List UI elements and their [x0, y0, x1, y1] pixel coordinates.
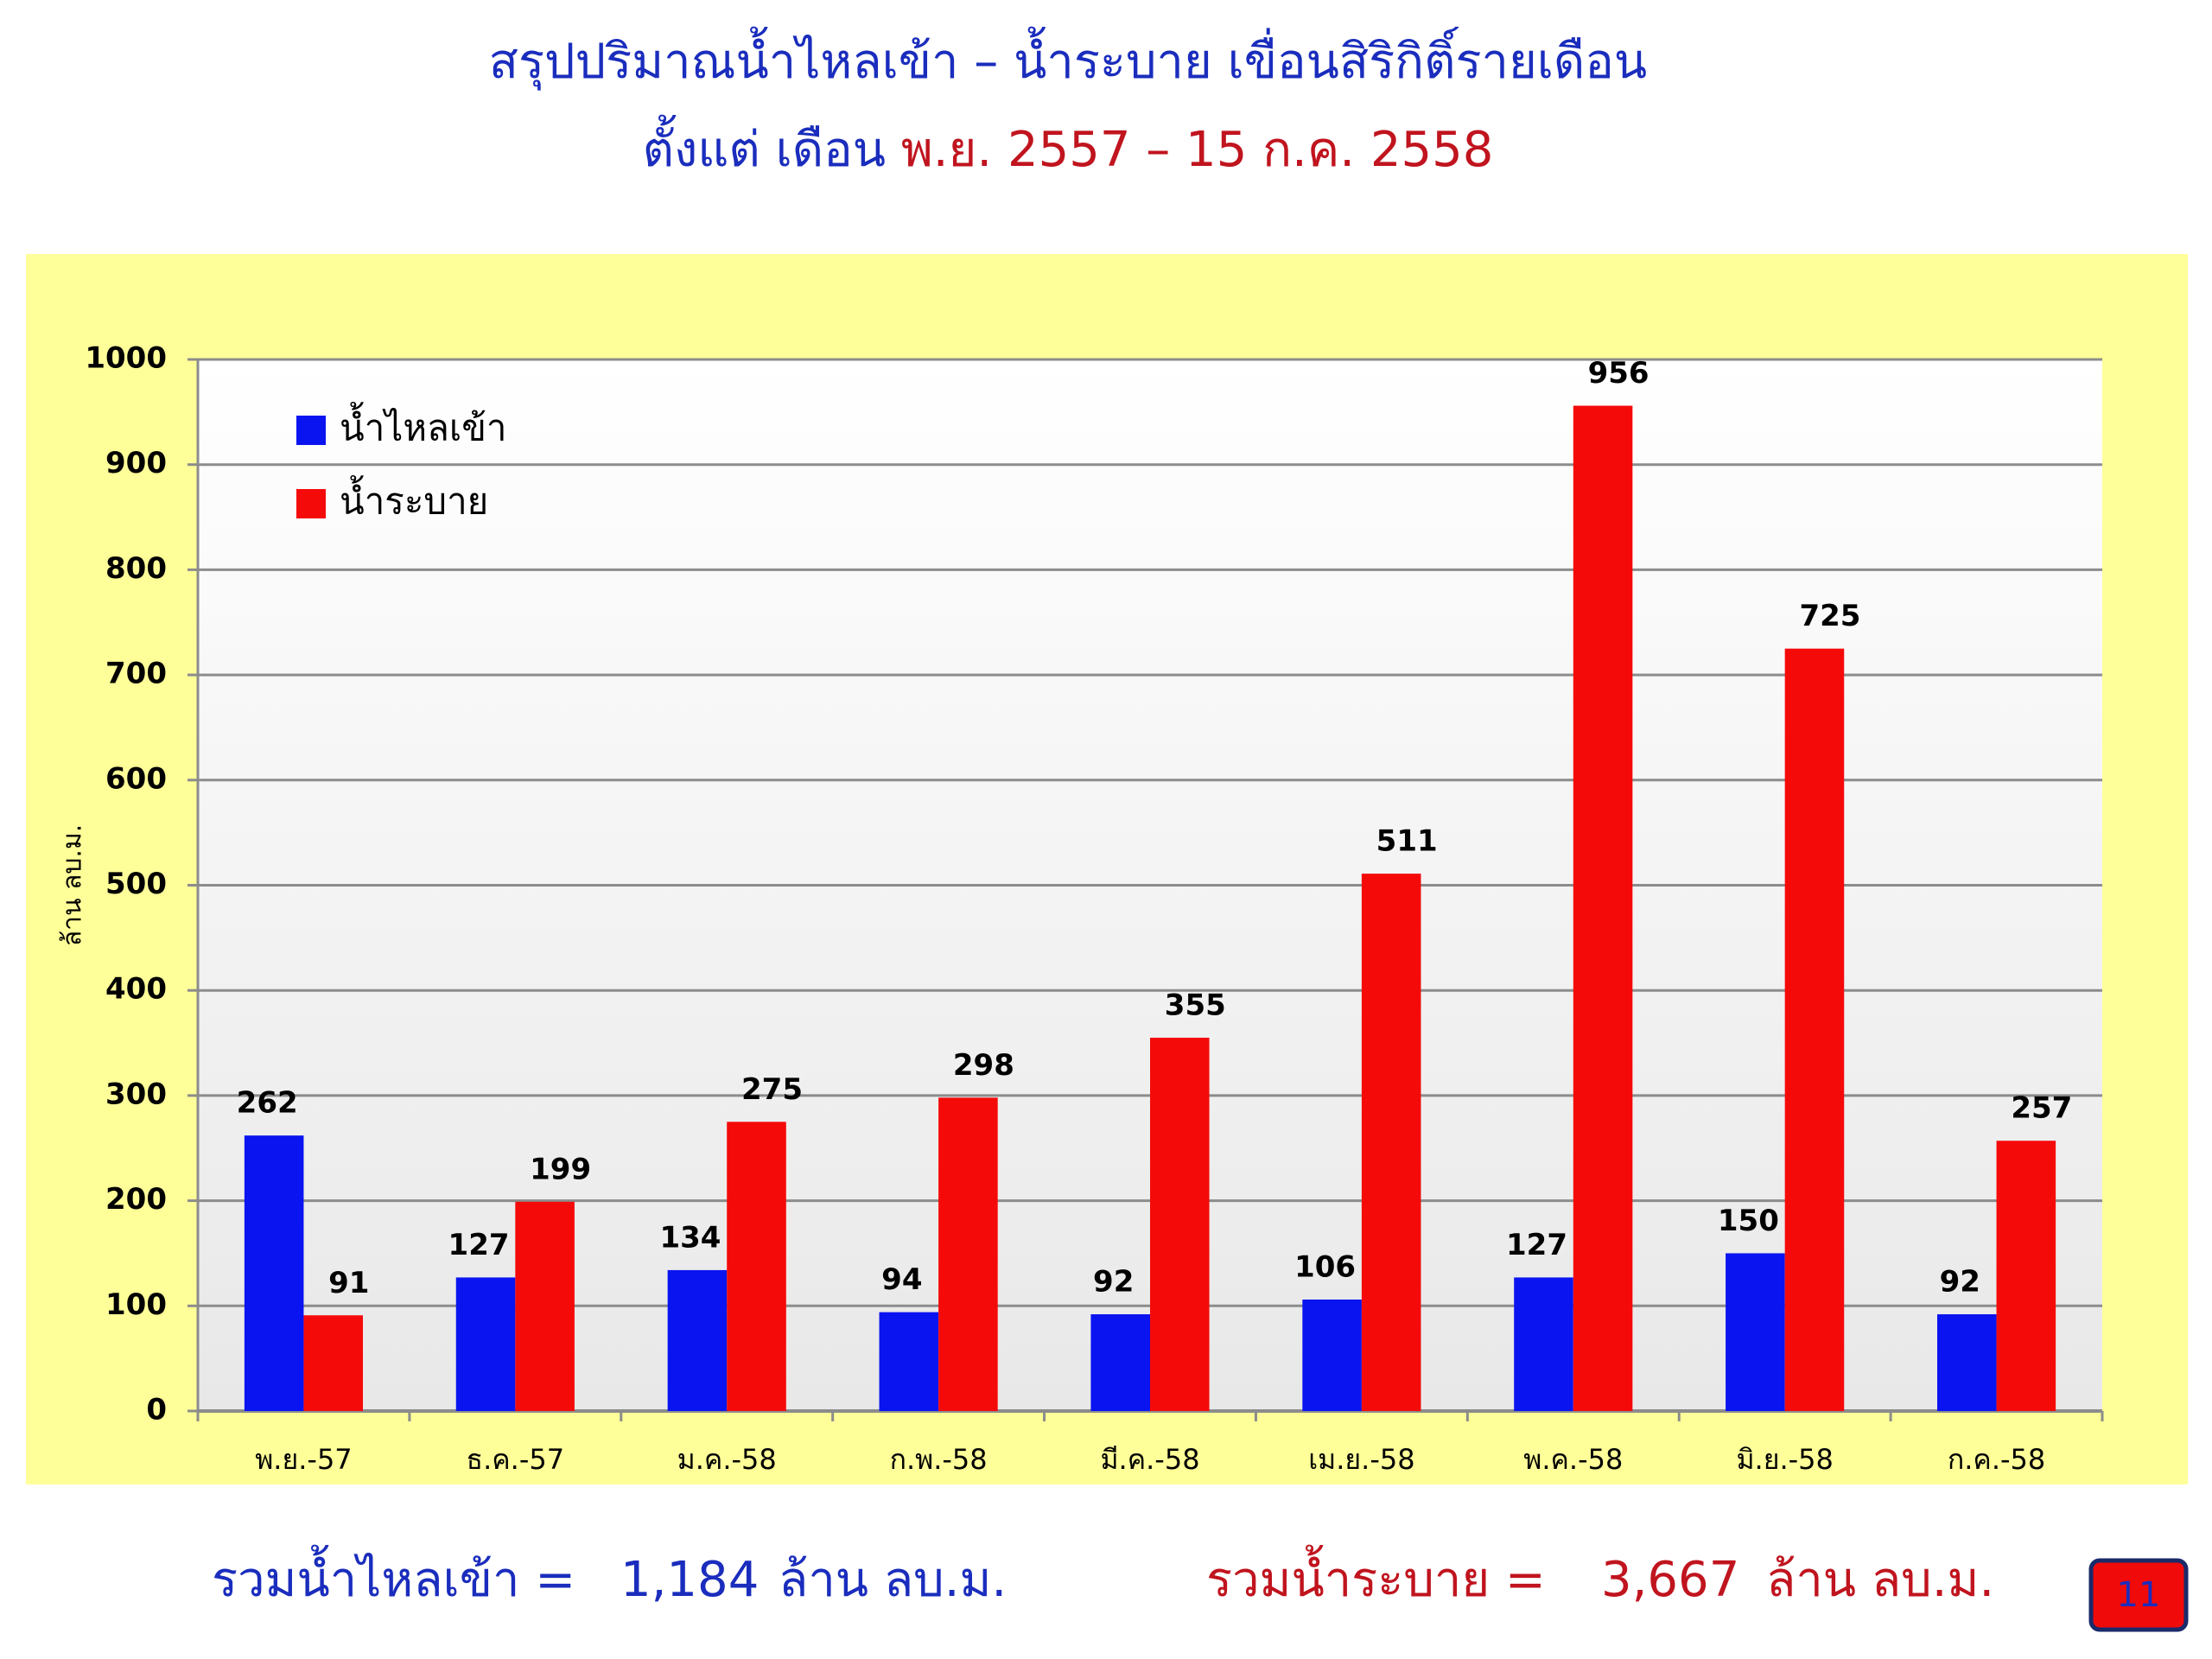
- legend-label: น้ำไหลเข้า: [340, 402, 507, 449]
- footer-label: รวมน้ำไหลเข้า =: [212, 1545, 575, 1608]
- value-label: 150: [1718, 1204, 1779, 1238]
- bar: [244, 1135, 304, 1411]
- bar: [515, 1201, 575, 1411]
- title-line: สรุปปริมาณน้ำไหลเข้า – น้ำระบาย เขื่อนสิ…: [489, 27, 1647, 91]
- value-label: 511: [1376, 824, 1438, 859]
- footer-label: รวมน้ำระบาย =: [1206, 1545, 1546, 1608]
- y-tick-label: 200: [105, 1182, 167, 1217]
- value-label: 91: [328, 1266, 369, 1300]
- bar: [1361, 874, 1421, 1411]
- x-tick-label: ก.พ.-58: [890, 1443, 988, 1476]
- bar: [1514, 1277, 1573, 1411]
- value-label: 355: [1165, 988, 1226, 1022]
- value-label: 262: [237, 1086, 298, 1121]
- y-tick-label: 800: [105, 551, 167, 586]
- x-tick-label: มี.ค.-58: [1100, 1443, 1199, 1476]
- chart: 0 100 200 300 400 500 600 700 800 900 1000 ล้าน ลบ.…: [58, 341, 2104, 1476]
- footer-total: 3,667: [1601, 1552, 1739, 1608]
- y-tick-label: 1000: [85, 341, 167, 376]
- y-axis-label: ล้าน ลบ.ม.: [58, 824, 88, 947]
- bar: [1936, 1314, 1997, 1411]
- x-tick-label: พ.ค.-58: [1523, 1443, 1623, 1476]
- bar: [727, 1122, 786, 1411]
- page-number-box: [2088, 1558, 2189, 1632]
- value-label: 725: [1799, 599, 1860, 633]
- y-tick-label: 500: [105, 867, 167, 901]
- bar: [303, 1315, 364, 1411]
- legend-label: น้ำระบาย: [340, 475, 488, 523]
- y-tick-label: 0: [146, 1393, 167, 1427]
- y-tick-label: 700: [105, 657, 167, 691]
- bar: [1150, 1037, 1210, 1411]
- bar: [1302, 1299, 1362, 1411]
- value-label: 298: [953, 1048, 1014, 1083]
- bar: [1996, 1141, 2056, 1411]
- x-tick-label: ก.ค.-58: [1948, 1443, 2045, 1476]
- value-label: 92: [1940, 1265, 1980, 1300]
- footer-total: 1,184: [620, 1552, 759, 1608]
- bar: [1726, 1253, 1785, 1411]
- legend-swatch: [296, 489, 326, 518]
- y-tick-label: 300: [105, 1077, 167, 1111]
- y-tick-label: 400: [105, 972, 167, 1007]
- bar: [879, 1312, 939, 1411]
- x-tick-label: พ.ย.-57: [255, 1443, 352, 1476]
- y-tick-label: 900: [105, 446, 167, 480]
- value-label: 199: [530, 1152, 591, 1186]
- bar: [455, 1277, 516, 1411]
- bar: [667, 1269, 728, 1411]
- y-tick-label: 600: [105, 761, 167, 796]
- value-label: 127: [448, 1228, 510, 1262]
- value-label: 275: [741, 1072, 803, 1107]
- footer-unit: ล้าน ลบ.ม.: [779, 1552, 1007, 1608]
- value-label: 257: [2011, 1091, 2072, 1126]
- title-prefix: ตั้งแต่ เดือน: [643, 115, 886, 178]
- x-tick-label: เม.ย.-58: [1308, 1443, 1414, 1476]
- bar: [938, 1097, 998, 1411]
- title-line: ตั้งแต่ เดือน พ.ย. 2557 – 15 ก.ค. 2558: [643, 115, 1494, 178]
- value-label: 134: [659, 1220, 721, 1255]
- x-tick-label: ม.ค.-58: [677, 1443, 777, 1476]
- legend-swatch: [296, 416, 326, 445]
- value-label: 92: [1093, 1265, 1134, 1300]
- bar: [1784, 648, 1845, 1411]
- value-label: 106: [1294, 1249, 1356, 1284]
- bar: [1090, 1314, 1150, 1411]
- bar: [1573, 405, 1633, 1412]
- value-label: 956: [1588, 356, 1649, 391]
- page-number: 11: [2117, 1575, 2161, 1615]
- x-tick-label: มิ.ย.-58: [1736, 1443, 1833, 1476]
- title-range: พ.ย. 2557 – 15 ก.ค. 2558: [901, 122, 1494, 178]
- value-label: 127: [1506, 1228, 1567, 1262]
- y-tick-label: 100: [105, 1287, 167, 1322]
- value-label: 94: [881, 1262, 922, 1297]
- x-tick-label: ธ.ค.-57: [467, 1443, 565, 1476]
- footer-unit: ล้าน ลบ.ม.: [1766, 1552, 1994, 1608]
